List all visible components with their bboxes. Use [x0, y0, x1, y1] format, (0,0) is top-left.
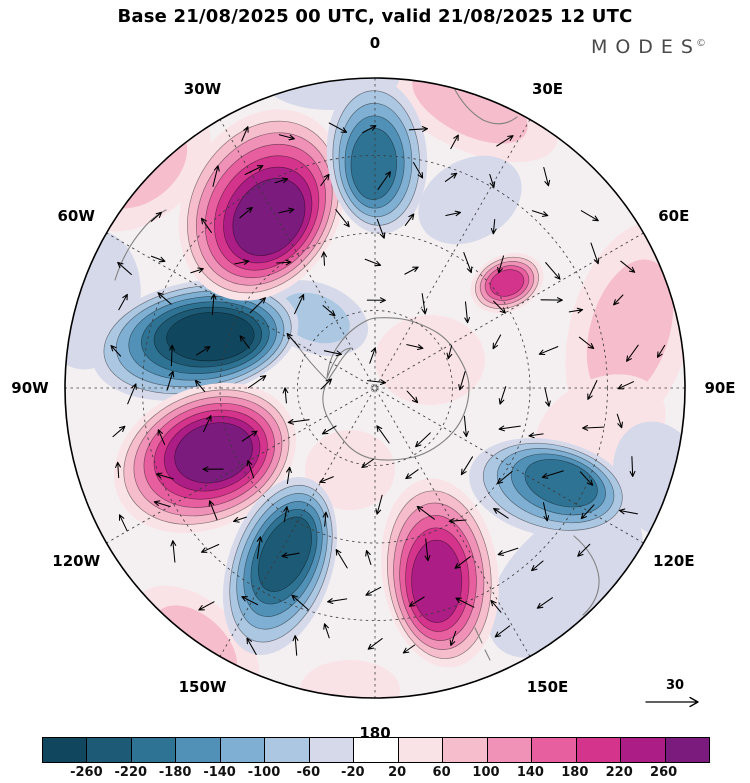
longitude-label: 90E	[704, 379, 736, 397]
longitude-label: 60W	[57, 206, 95, 225]
latitude-circle	[142, 155, 608, 621]
longitude-label: 120W	[52, 551, 101, 570]
longitude-label: 30E	[531, 80, 564, 99]
latitude-circle	[297, 310, 453, 466]
longitude-spoke	[219, 119, 531, 657]
longitude-label: 60E	[658, 206, 690, 225]
colorbar-segment	[398, 738, 444, 762]
colorbar-segment	[131, 738, 177, 762]
colorbar-tick-label: -180	[158, 765, 192, 780]
longitude-spoke	[106, 232, 644, 544]
anomaly-fill-layer	[65, 78, 685, 698]
colorbar-tick-label: -140	[203, 765, 236, 780]
colorbar-segment	[176, 738, 221, 762]
colorbar-segment	[309, 738, 355, 762]
coastline-antarctica	[322, 317, 470, 461]
colorbar-segment	[532, 738, 577, 762]
anomaly-band	[166, 311, 255, 362]
coastline-africa	[452, 85, 518, 125]
colorbar-tick-label: 180	[561, 765, 589, 780]
wind-vectors-layer	[110, 122, 666, 656]
longitude-label: 150W	[178, 677, 227, 696]
colorbar-tick-label: 100	[472, 765, 500, 780]
modes-logo: MODES©	[591, 36, 706, 58]
wind-reference-key: 30	[642, 678, 708, 713]
colorbar-segment	[443, 738, 488, 762]
graticule-layer	[65, 78, 685, 698]
colorbar-tick-label: 260	[650, 765, 678, 780]
colorbar-segment	[43, 738, 88, 762]
chart-title: Base 21/08/2025 00 UTC, valid 21/08/2025…	[117, 6, 633, 27]
colorbar-tick-label: 20	[388, 765, 407, 780]
anomaly-band	[586, 259, 674, 401]
anomaly-band	[174, 422, 253, 484]
anomaly-band	[524, 459, 598, 508]
anomaly-band	[375, 315, 485, 405]
colorbar-tick-label: 60	[432, 765, 451, 780]
longitude-label: 0	[369, 34, 381, 52]
colorbar-tick-label: -260	[70, 765, 103, 780]
polar-map	[64, 77, 686, 699]
anomaly-band	[300, 660, 400, 698]
copyright-icon: ©	[696, 38, 706, 49]
colorbar-ticks: -260 -220 -180 -140 -100 -60 -20 20 60 100 140 180 2…	[42, 765, 710, 781]
wind-reference-label: 30	[665, 678, 685, 693]
colorbar-tick-label: -20	[341, 765, 365, 780]
colorbar-tick-label: 220	[605, 765, 633, 780]
anomaly-band	[411, 539, 463, 623]
longitude-label: 30W	[183, 80, 222, 99]
coastline-new-zealand	[474, 627, 491, 661]
coastline-australia	[573, 535, 600, 616]
longitude-label: 150E	[526, 677, 569, 696]
anomaly-band	[418, 155, 522, 245]
colorbar-segment	[665, 738, 710, 762]
longitude-label: 120E	[653, 551, 695, 570]
anomaly-band	[489, 269, 525, 297]
colorbar-tick-label: -60	[296, 765, 321, 780]
colorbar-segment	[265, 738, 310, 762]
colorbar-segment	[621, 738, 666, 762]
colorbar	[42, 737, 710, 763]
colorbar-tick-label: 140	[516, 765, 544, 780]
colorbar-tick-label: -100	[247, 765, 281, 780]
latitude-circle	[219, 232, 531, 544]
map-boundary	[64, 77, 686, 699]
colorbar-segment	[87, 738, 132, 762]
colorbar-segment	[487, 738, 533, 762]
colorbar-segment	[220, 738, 266, 762]
colorbar-segment	[576, 738, 622, 762]
wind-reference-arrow	[645, 696, 699, 708]
colorbar-segment	[354, 738, 399, 762]
modes-logo-text: MODES	[590, 36, 701, 58]
wind-vector-field	[110, 122, 666, 656]
longitude-label: 90W	[11, 379, 49, 397]
longitude-spoke	[219, 119, 531, 657]
anomaly-band	[305, 430, 395, 510]
colorbar-tick-label: -220	[114, 765, 148, 780]
map-area: 0 30E 60E 90E 120E 150E 180 150W 120W 90W 60W 30W	[11, 34, 735, 742]
longitude-spoke	[106, 232, 644, 544]
